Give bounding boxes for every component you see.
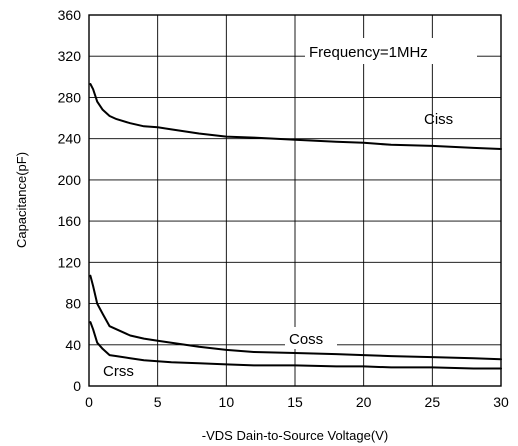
series-label-crss: Crss: [103, 363, 134, 380]
x-tick-label: 5: [154, 394, 162, 410]
x-axis-label: -VDS Dain-to-Source Voltage(V): [202, 428, 388, 443]
y-tick-label: 200: [58, 172, 82, 188]
y-axis-label: Capacitance(pF): [14, 152, 29, 248]
x-tick-label: 15: [287, 394, 303, 410]
series-line-ciss: [89, 83, 502, 150]
x-tick-label: 20: [356, 394, 372, 410]
y-tick-label: 360: [58, 7, 82, 23]
coss-label-background: [285, 327, 337, 349]
y-tick-labels: 0 40 80 120 160 200 240 280 320 360: [58, 7, 82, 394]
y-tick-label: 320: [58, 48, 82, 64]
series-label-ciss: Ciss: [424, 111, 453, 128]
series-line-coss: [89, 274, 502, 361]
y-tick-label: 80: [65, 296, 81, 312]
annotation-background: [305, 38, 477, 64]
y-tick-label: 280: [58, 89, 82, 105]
x-tick-label: 10: [219, 394, 235, 410]
y-tick-label: 160: [58, 213, 82, 229]
x-tick-label: 0: [85, 394, 93, 410]
frequency-annotation: Frequency=1MHz: [309, 44, 428, 61]
plot-frame: [88, 14, 502, 387]
x-tick-labels: 0 5 10 15 20 25 30: [85, 394, 509, 410]
y-tick-label: 120: [58, 254, 82, 270]
series-label-coss: Coss: [289, 331, 323, 348]
y-tick-label: 240: [58, 131, 82, 147]
series-line-crss: [89, 321, 502, 370]
grid: [89, 15, 501, 386]
x-tick-label: 30: [493, 394, 509, 410]
y-tick-label: 0: [73, 378, 81, 394]
x-tick-label: 25: [425, 394, 441, 410]
y-tick-label: 40: [65, 337, 81, 353]
series-lines: [89, 83, 502, 370]
